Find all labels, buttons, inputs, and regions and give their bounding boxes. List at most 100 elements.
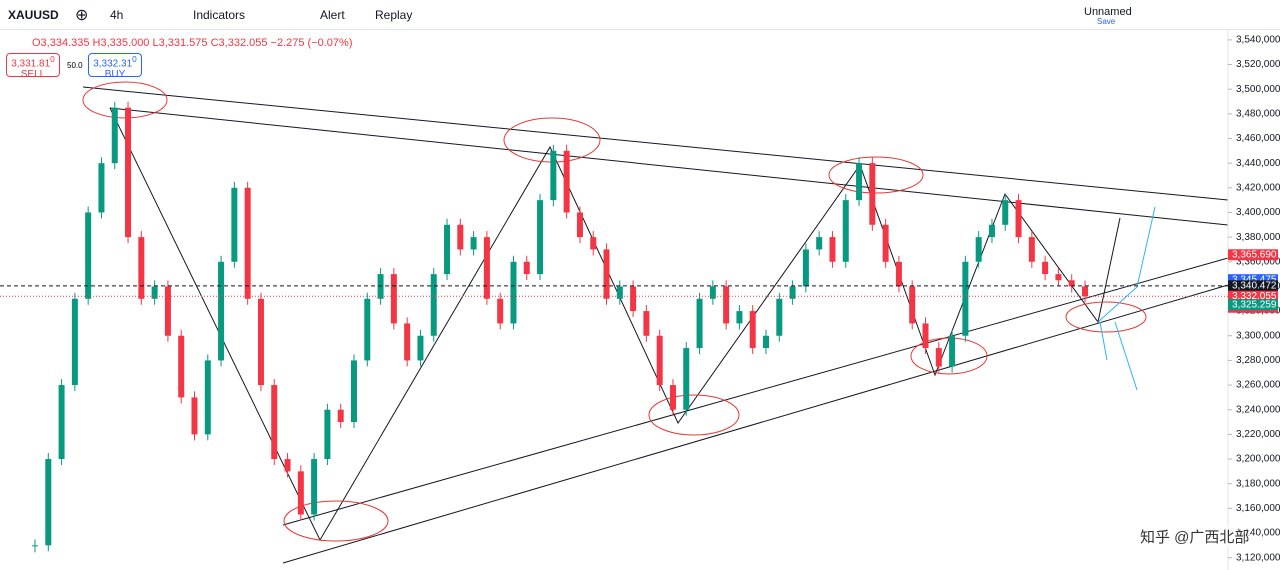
- toolbar: XAUUSD ⊕ 4h Indicators Alert Replay Unna…: [0, 0, 1280, 30]
- candle: [404, 323, 411, 361]
- candle: [909, 286, 916, 324]
- candle: [922, 323, 929, 349]
- y-tick-label: 3,280,000: [1236, 355, 1280, 366]
- candle: [563, 150, 570, 213]
- layout-name[interactable]: Unnamed: [1084, 6, 1132, 18]
- y-tick-label: 3,220,000: [1236, 429, 1280, 440]
- candle: [510, 261, 517, 324]
- candle: [816, 237, 823, 250]
- candle: [1068, 280, 1075, 287]
- candle: [45, 459, 52, 546]
- candle: [350, 360, 357, 423]
- drawings: [82, 81, 1229, 564]
- candle: [32, 545, 38, 547]
- candle: [284, 459, 291, 472]
- spread: 50.0: [67, 61, 83, 70]
- y-tick-label: 3,180,000: [1236, 478, 1280, 489]
- price-label: 3,325.259: [1232, 299, 1277, 310]
- candle: [191, 397, 198, 435]
- candle: [590, 237, 597, 250]
- candle: [337, 409, 344, 423]
- price-label: 3,345.475: [1232, 274, 1277, 285]
- candle: [949, 335, 956, 367]
- buy-label: BUY: [104, 69, 126, 81]
- buy-button[interactable]: 3,332.310 BUY: [88, 53, 142, 81]
- candle: [58, 385, 65, 460]
- y-tick-label: 3,480,000: [1236, 108, 1280, 119]
- price-label: 3,332.055: [1232, 291, 1277, 302]
- add-symbol[interactable]: ⊕: [75, 7, 89, 24]
- price-label-bg: [1228, 274, 1278, 286]
- candle: [483, 237, 490, 299]
- candle: [763, 335, 770, 349]
- candle: [962, 261, 969, 336]
- candle: [630, 286, 637, 312]
- price-label-bg: [1228, 280, 1278, 292]
- price-label-bg: [1228, 249, 1278, 261]
- candle: [802, 249, 809, 287]
- buy-price: 3,332.31: [93, 58, 133, 70]
- candle: [178, 335, 185, 398]
- interval[interactable]: 4h: [110, 8, 124, 22]
- candle: [882, 224, 889, 262]
- candle: [829, 237, 836, 262]
- watermark: 知乎 @广西北部: [1140, 526, 1250, 547]
- y-tick-label: 3,380,000: [1236, 232, 1280, 243]
- candle: [895, 261, 902, 287]
- y-tick-label: 3,300,000: [1236, 330, 1280, 341]
- candle: [444, 224, 451, 275]
- candle: [311, 459, 318, 515]
- candle: [377, 274, 384, 299]
- candle: [550, 150, 557, 201]
- symbol[interactable]: XAUUSD: [8, 8, 59, 22]
- candle: [271, 385, 278, 460]
- y-tick-label: 3,260,000: [1236, 380, 1280, 391]
- candle: [776, 298, 783, 336]
- candle: [643, 311, 650, 336]
- candle: [98, 163, 105, 213]
- save[interactable]: Save: [1097, 17, 1116, 26]
- candle: [324, 409, 331, 460]
- candle: [457, 224, 464, 250]
- candle: [616, 286, 623, 299]
- replay[interactable]: Replay: [375, 8, 413, 22]
- y-tick-label: 3,420,000: [1236, 182, 1280, 193]
- y-tick-label: 3,520,000: [1236, 59, 1280, 70]
- y-tick-label: 3,540,000: [1236, 35, 1280, 46]
- candle: [125, 107, 132, 238]
- candle: [736, 311, 743, 324]
- candle: [1042, 261, 1049, 275]
- candle: [430, 274, 437, 336]
- candle: [1028, 237, 1035, 262]
- buy-sup: 0: [132, 54, 137, 64]
- candle: [975, 237, 982, 262]
- y-tick-label: 3,500,000: [1236, 84, 1280, 95]
- ohlc: O3,334.335 H3,335.000 L3,331.575 C3,332.…: [32, 37, 353, 49]
- candle: [71, 298, 78, 386]
- y-tick-label: 3,440,000: [1236, 158, 1280, 169]
- y-tick-label: 3,140,000: [1236, 528, 1280, 539]
- candle: [364, 298, 371, 361]
- sell-button[interactable]: 3,331.810 SELL: [6, 53, 60, 81]
- y-tick-label: 3,460,000: [1236, 133, 1280, 144]
- candle: [297, 471, 304, 515]
- y-tick-label: 3,120,000: [1236, 552, 1280, 563]
- candle: [842, 200, 849, 262]
- y-tick-label: 3,200,000: [1236, 454, 1280, 465]
- price-label: 3,340.472: [1232, 280, 1277, 291]
- candle: [523, 261, 530, 275]
- candle: [218, 261, 225, 361]
- candle: [749, 311, 756, 349]
- candle: [151, 286, 158, 299]
- sell-label: SELL: [20, 69, 46, 81]
- y-tick-label: 3,160,000: [1236, 503, 1280, 514]
- candle: [656, 335, 663, 386]
- y-tick-label: 3,360,000: [1236, 256, 1280, 267]
- candle: [204, 360, 211, 435]
- candle: [696, 298, 703, 349]
- price-label: 3,365.690: [1232, 249, 1277, 260]
- indicators[interactable]: Indicators: [193, 8, 246, 22]
- candle: [417, 335, 424, 361]
- alert[interactable]: Alert: [320, 8, 345, 22]
